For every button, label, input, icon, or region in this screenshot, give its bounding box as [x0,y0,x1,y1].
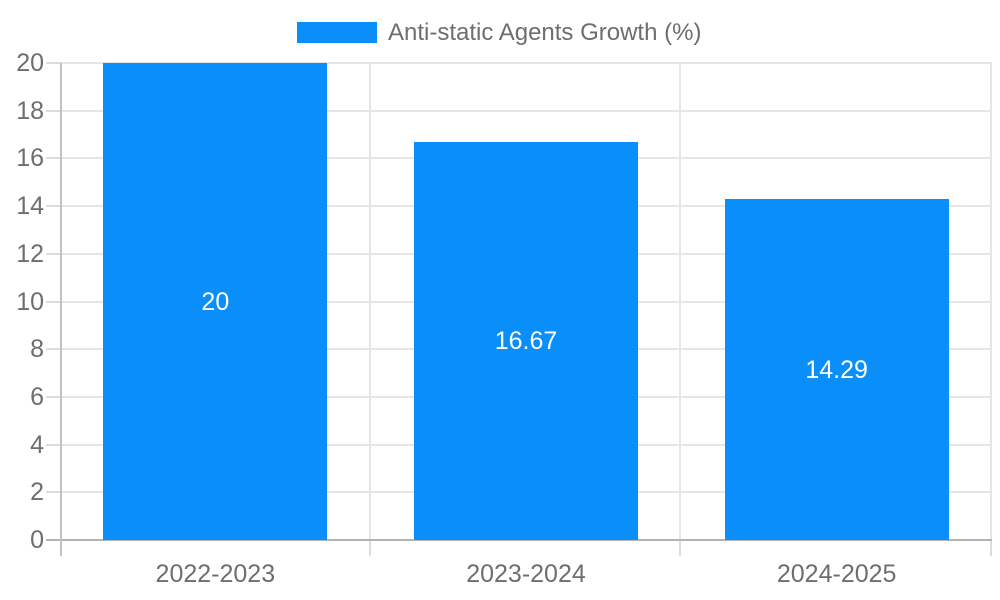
category-separator-line [679,63,681,540]
plot-area: 20 16.67 14.29 [46,62,992,556]
y-axis-tick-label: 16 [16,144,44,173]
y-axis-tick [46,300,60,303]
legend-swatch-icon [297,22,377,43]
category-separator-line [990,63,992,540]
x-axis-category-label: 2024-2025 [776,560,897,588]
y-axis-tick [46,62,60,64]
y-axis-tick-label: 14 [16,192,44,221]
y-axis-tick-label: 4 [30,430,44,459]
y-axis-tick-label: 2 [30,478,44,507]
chart-legend[interactable]: Anti-static Agents Growth (%) [297,20,701,45]
y-gridline [60,109,992,112]
x-axis-tick [369,540,371,556]
y-axis-tick [46,157,60,160]
bar-value-label: 16.67 [494,327,558,356]
y-axis-line [60,63,62,556]
y-axis-tick-label: 18 [16,96,44,125]
x-axis-line [46,539,992,541]
bar-2022-2023[interactable]: 20 [103,63,328,540]
bar-value-label: 14.29 [805,355,868,384]
bar-value-label: 20 [201,287,230,316]
y-axis-tick-label: 10 [16,287,44,316]
y-axis-tick-label: 6 [30,382,44,411]
y-axis-tick [46,443,60,446]
y-axis-tick-label: 8 [30,335,44,364]
y-axis-tick [46,252,60,255]
category-separator-line [369,63,371,540]
y-axis-tick [46,109,60,112]
y-axis-tick [46,348,60,351]
x-axis-tick [679,540,681,556]
bar-2023-2024[interactable]: 16.67 [414,142,638,540]
y-axis-tick-label: 20 [16,49,44,77]
y-axis-tick-label: 12 [16,239,44,268]
y-axis-tick [46,491,60,494]
y-axis-tick [46,395,60,398]
y-axis-tick-label: 0 [30,526,44,554]
y-gridline [60,62,992,64]
legend-series-label: Anti-static Agents Growth (%) [388,19,702,46]
x-axis-category-label: 2023-2024 [466,560,586,588]
y-axis-tick [46,205,60,208]
bar-2024-2025[interactable]: 14.29 [724,199,949,540]
x-axis-category-label: 2022-2023 [155,560,276,588]
x-axis-tick [990,540,992,556]
